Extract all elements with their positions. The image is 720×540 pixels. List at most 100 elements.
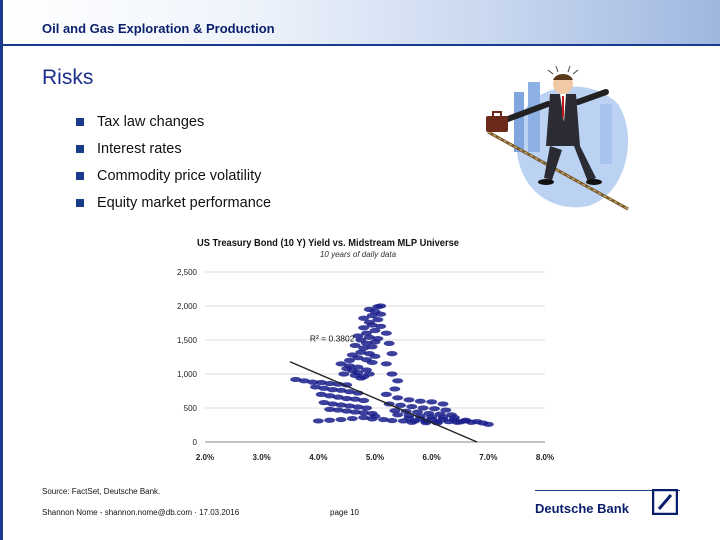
scatter-point xyxy=(440,407,452,413)
scatter-point xyxy=(406,404,418,410)
scatter-point xyxy=(358,315,370,321)
tightrope-businessman-illustration xyxy=(486,65,629,211)
scatter-point xyxy=(392,378,404,384)
scatter-point xyxy=(315,379,327,386)
scatter-point xyxy=(363,306,375,312)
scatter-point xyxy=(372,317,384,323)
scatter-point xyxy=(310,384,321,390)
chart-title: US Treasury Bond (10 Y) Yield vs. Midstr… xyxy=(197,238,459,249)
scatter-point xyxy=(358,414,370,421)
scatter-point xyxy=(349,342,361,349)
scatter-point xyxy=(389,408,401,414)
scatter-point xyxy=(437,401,449,407)
x-tick-label: 2.0% xyxy=(196,453,214,462)
scatter-point xyxy=(363,319,375,325)
scatter-point xyxy=(332,394,344,400)
scatter-point xyxy=(363,371,375,377)
bullet-list: Tax law changes Interest rates Commodity… xyxy=(76,108,271,216)
scatter-point xyxy=(380,330,392,336)
x-tick-label: 3.0% xyxy=(253,453,271,462)
slide-title: Risks xyxy=(42,66,94,89)
bullet-text: Commodity price volatility xyxy=(97,167,262,184)
scatter-point xyxy=(358,345,370,351)
scatter-point xyxy=(352,333,364,339)
scatter-point xyxy=(361,367,372,373)
y-tick-label: 2,000 xyxy=(177,302,198,311)
scatter-point xyxy=(412,409,423,415)
scatter-point xyxy=(482,421,494,427)
deutsche-bank-logo-icon xyxy=(652,489,678,515)
scatter-point xyxy=(366,416,378,422)
scatter-point xyxy=(332,407,344,413)
x-tick-label: 8.0% xyxy=(536,453,554,462)
y-tick-labels: 0 500 1,000 1,500 2,000 2,500 xyxy=(177,268,198,447)
scatter-point xyxy=(363,334,375,340)
y-tick-label: 1,000 xyxy=(177,370,198,379)
scatter-point xyxy=(369,327,381,334)
scatter-point xyxy=(383,340,395,346)
scatter-point xyxy=(426,399,438,405)
scatter-point xyxy=(392,395,404,401)
scatter-point xyxy=(395,402,406,408)
scatter-point xyxy=(352,364,364,370)
y-tick-label: 1,500 xyxy=(177,336,198,345)
scatter-point xyxy=(324,417,336,423)
scatter-point xyxy=(471,419,483,425)
scatter-point xyxy=(386,417,398,424)
bullet-square-icon xyxy=(76,144,84,153)
scatter-point xyxy=(318,385,330,391)
scatter-point xyxy=(335,361,347,367)
scatter-point xyxy=(366,359,378,366)
scatter-point xyxy=(341,395,353,402)
scatter-point xyxy=(358,410,370,416)
scatter-point xyxy=(380,361,392,367)
y-tick-label: 0 xyxy=(193,438,198,447)
bullet-item: Tax law changes xyxy=(76,108,271,135)
scatter-point xyxy=(451,419,463,425)
scatter-point xyxy=(355,375,367,381)
scatter-point xyxy=(392,412,404,418)
x-tick-label: 7.0% xyxy=(479,453,497,462)
scatter-point xyxy=(375,303,387,309)
scatter-point xyxy=(406,419,418,425)
bullet-square-icon xyxy=(76,198,84,207)
scatter-point xyxy=(341,382,353,388)
bullet-square-icon xyxy=(76,171,84,180)
scatter-point xyxy=(324,406,336,412)
scatter-point xyxy=(358,397,370,404)
scatter-point xyxy=(346,415,358,422)
scatter-point xyxy=(327,387,338,393)
scatter-point xyxy=(341,408,353,414)
left-accent-bar xyxy=(0,0,3,540)
brand-name: Deutsche Bank xyxy=(535,501,629,516)
x-tick-label: 4.0% xyxy=(309,453,327,462)
scatter-point xyxy=(324,380,336,387)
bullet-text: Tax law changes xyxy=(97,113,205,130)
scatter-point xyxy=(338,371,350,377)
scatter-point xyxy=(312,418,324,424)
source-note: Source: FactSet, Deutsche Bank. xyxy=(42,487,161,496)
header-rule xyxy=(0,44,720,46)
bullet-item: Commodity price volatility xyxy=(76,162,271,189)
scatter-point xyxy=(290,376,302,383)
x-tick-label: 6.0% xyxy=(423,453,441,462)
scatter-point xyxy=(327,401,338,407)
r-squared-annotation: R² = 0.3802 xyxy=(310,333,355,343)
x-tick-label: 5.0% xyxy=(366,453,384,462)
scatter-point xyxy=(460,418,472,424)
page-number: page 10 xyxy=(330,508,359,517)
scatter-point xyxy=(344,403,355,409)
scatter-point xyxy=(361,330,372,336)
scatter-point xyxy=(372,336,384,342)
scatter-point xyxy=(369,353,381,359)
scatter-point xyxy=(386,371,398,377)
bullet-item: Interest rates xyxy=(76,135,271,162)
bullet-item: Equity market performance xyxy=(76,189,271,216)
scatter-point xyxy=(361,405,372,411)
footer-author: Shannon Nome - shannon.nome@db.com · 17.… xyxy=(42,508,240,517)
trendline xyxy=(289,361,478,443)
bullet-square-icon xyxy=(76,117,84,126)
scatter-point xyxy=(346,352,358,358)
scatter-point xyxy=(358,325,370,331)
y-tick-label: 2,500 xyxy=(177,268,198,277)
